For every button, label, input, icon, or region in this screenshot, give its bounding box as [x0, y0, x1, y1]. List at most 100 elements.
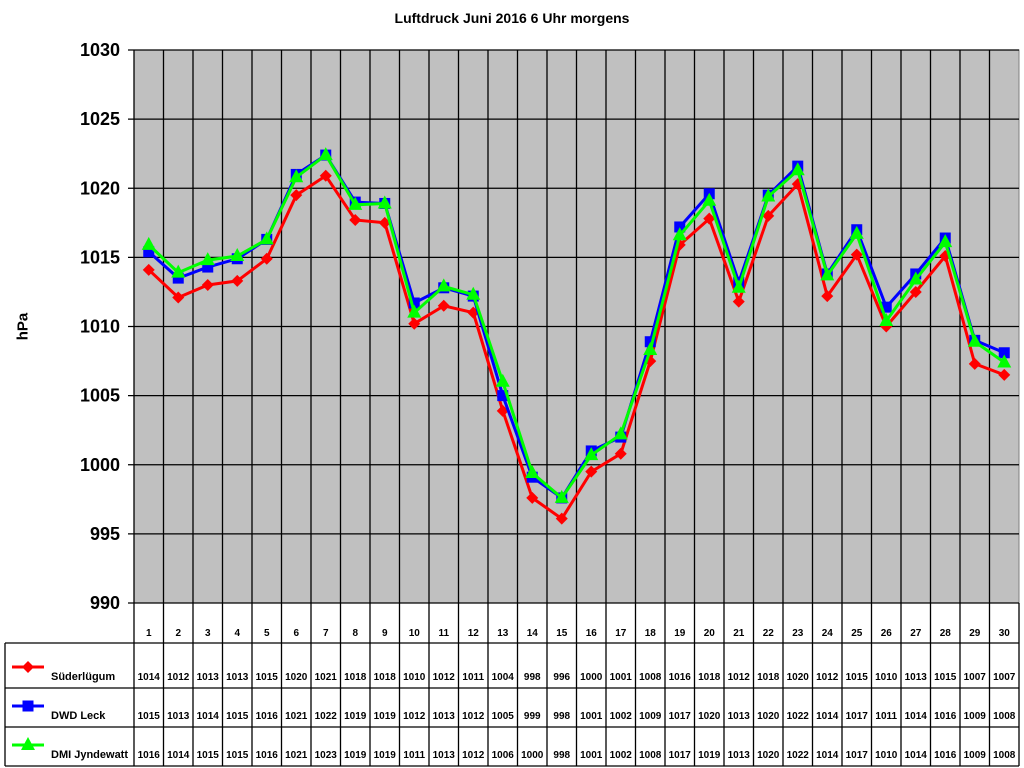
triangle-marker — [318, 147, 333, 161]
table-cell: 1002 — [610, 750, 633, 761]
table-cell: 1019 — [344, 711, 367, 722]
diamond-marker — [614, 447, 627, 460]
table-cell: 1014 — [816, 750, 839, 761]
diamond-marker — [201, 279, 214, 292]
day-label: 23 — [792, 628, 804, 639]
square-marker — [644, 336, 656, 348]
square-marker — [880, 301, 892, 313]
legend-label: DWD Leck — [51, 710, 106, 722]
chart-title: Luftdruck Juni 2016 6 Uhr morgens — [394, 10, 630, 26]
diamond-marker — [408, 317, 421, 330]
table-cell: 1016 — [256, 711, 279, 722]
table-cell: 1009 — [964, 750, 987, 761]
diamond-marker — [732, 295, 745, 308]
table-cell: 1019 — [374, 711, 397, 722]
triangle-marker — [289, 169, 304, 183]
table-cell: 1008 — [639, 750, 662, 761]
table-cell: 1009 — [964, 711, 987, 722]
day-label: 28 — [940, 628, 952, 639]
table-cell: 1015 — [138, 711, 161, 722]
triangle-marker — [790, 162, 805, 176]
triangle-marker — [613, 426, 628, 440]
y-tick-label: 995 — [90, 524, 120, 544]
table-cell: 1007 — [993, 672, 1016, 683]
triangle-marker — [849, 225, 864, 239]
day-label: 30 — [999, 628, 1011, 639]
table-cell: 1017 — [669, 711, 692, 722]
triangle-marker — [377, 195, 392, 209]
table-cell: 1017 — [846, 711, 869, 722]
table-cell: 1019 — [344, 750, 367, 761]
diamond-marker — [349, 214, 362, 227]
triangle-marker — [230, 247, 245, 261]
legend-label: DMI Jyndewatt — [51, 749, 128, 761]
day-label: 9 — [382, 628, 388, 639]
square-marker — [408, 297, 420, 309]
table-cell: 1015 — [226, 711, 249, 722]
day-label: 1 — [146, 628, 152, 639]
table-cell: 1014 — [138, 672, 161, 683]
triangle-marker — [466, 286, 481, 300]
triangle-marker — [348, 196, 363, 210]
day-label: 13 — [497, 628, 509, 639]
table-cell: 1017 — [846, 750, 869, 761]
y-tick-label: 1005 — [80, 386, 120, 406]
table-cell: 1005 — [492, 711, 515, 722]
y-tick-label: 1010 — [80, 317, 120, 337]
table-cell: 1010 — [403, 672, 426, 683]
table-cell: 1010 — [875, 750, 898, 761]
table-cell: 1004 — [492, 672, 515, 683]
table-cell: 1001 — [580, 750, 603, 761]
diamond-marker — [968, 357, 981, 370]
triangle-marker — [141, 236, 156, 250]
square-marker — [202, 261, 214, 273]
y-axis: 990 995 1000 1005 1010 1015 1020 1025 1030 — [80, 40, 135, 766]
day-label: 8 — [352, 628, 358, 639]
table-cell: 1008 — [993, 750, 1016, 761]
diamond-marker — [437, 299, 450, 312]
day-label: 26 — [881, 628, 893, 639]
table-cell: 1018 — [374, 672, 397, 683]
table-cell: 1011 — [462, 672, 484, 683]
table-cell: 1021 — [285, 711, 308, 722]
table-cell: 1001 — [580, 711, 603, 722]
y-tick-label: 1015 — [80, 247, 120, 267]
table-cell: 1014 — [905, 750, 928, 761]
table-cell: 1013 — [167, 711, 190, 722]
table-cell: 1019 — [374, 750, 397, 761]
table-cell: 1011 — [403, 750, 425, 761]
day-label: 21 — [733, 628, 745, 639]
y-tick-label: 990 — [90, 593, 120, 613]
day-label: 6 — [293, 628, 299, 639]
day-label: 12 — [468, 628, 480, 639]
table-cell: 1015 — [846, 672, 869, 683]
table-cell: 998 — [524, 672, 541, 683]
day-label: 16 — [586, 628, 598, 639]
table-cell: 1014 — [197, 711, 220, 722]
square-marker — [998, 347, 1010, 359]
table-cell: 1022 — [787, 711, 810, 722]
table-cell: 1015 — [934, 672, 957, 683]
diamond-marker — [526, 491, 539, 504]
day-label: 7 — [323, 628, 329, 639]
triangle-marker — [879, 312, 894, 326]
triangle-marker — [672, 227, 687, 241]
triangle-marker — [967, 333, 982, 347]
diamond-marker — [703, 212, 716, 225]
diamond-marker — [821, 290, 834, 303]
day-label: 18 — [645, 628, 657, 639]
table-cell: 1010 — [875, 672, 898, 683]
triangle-marker — [21, 737, 35, 750]
diamond-marker — [231, 274, 244, 287]
table-cell: 1011 — [875, 711, 897, 722]
table-cell: 1014 — [167, 750, 190, 761]
series-lines — [141, 147, 1012, 525]
day-label: 25 — [851, 628, 863, 639]
table-cell: 1002 — [610, 711, 633, 722]
table-cell: 1016 — [256, 750, 279, 761]
table-cell: 1000 — [521, 750, 544, 761]
series-line — [147, 173, 1005, 521]
triangle-marker — [436, 278, 451, 292]
diamond-marker — [762, 209, 775, 222]
